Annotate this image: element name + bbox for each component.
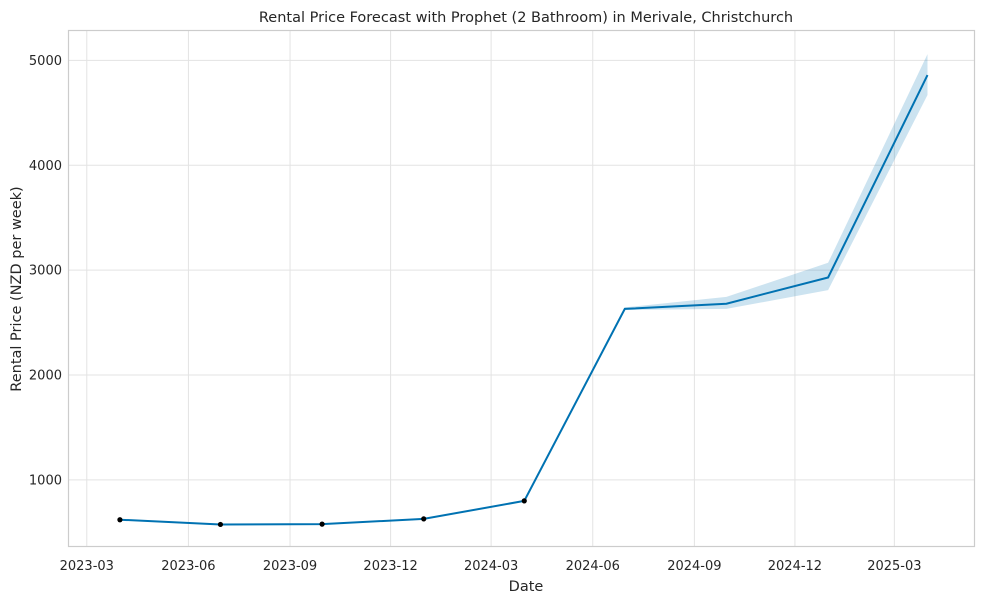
x-tick-label: 2024-09 xyxy=(667,559,721,574)
y-axis-label: Rental Price (NZD per week) xyxy=(9,186,25,391)
x-axis-label: Date xyxy=(509,579,544,595)
x-tick-label: 2024-06 xyxy=(566,559,620,574)
plot-frame xyxy=(67,29,976,548)
grid-layer xyxy=(68,30,975,547)
y-tick-label: 5000 xyxy=(29,54,62,69)
x-tick-label: 2025-03 xyxy=(867,559,921,574)
y-tick-label: 2000 xyxy=(29,369,62,384)
observed-point xyxy=(421,516,427,522)
y-tick-label: 4000 xyxy=(29,159,62,174)
chart-title: Rental Price Forecast with Prophet (2 Ba… xyxy=(259,10,793,26)
x-tick-label: 2023-12 xyxy=(363,559,417,574)
x-tick-label: 2024-03 xyxy=(464,559,518,574)
uncertainty-band xyxy=(119,54,928,525)
y-tick-label: 3000 xyxy=(29,264,62,279)
y-tick-label: 1000 xyxy=(29,473,62,488)
observed-point xyxy=(117,517,123,523)
x-tick-labels: 2023-03 2023-06 2023-09 2023-12 2024-03 2024-… xyxy=(60,559,922,574)
forecast-line xyxy=(119,74,929,526)
observed-point xyxy=(319,521,325,527)
observed-point xyxy=(521,498,527,504)
x-tick-label: 2023-09 xyxy=(263,559,317,574)
y-tick-labels: 1000 2000 3000 4000 5000 xyxy=(29,54,62,488)
observed-point xyxy=(217,521,224,528)
x-tick-label: 2024-12 xyxy=(768,559,822,574)
x-tick-label: 2023-03 xyxy=(60,559,114,574)
observed-points xyxy=(117,498,527,528)
x-tick-label: 2023-06 xyxy=(161,559,215,574)
